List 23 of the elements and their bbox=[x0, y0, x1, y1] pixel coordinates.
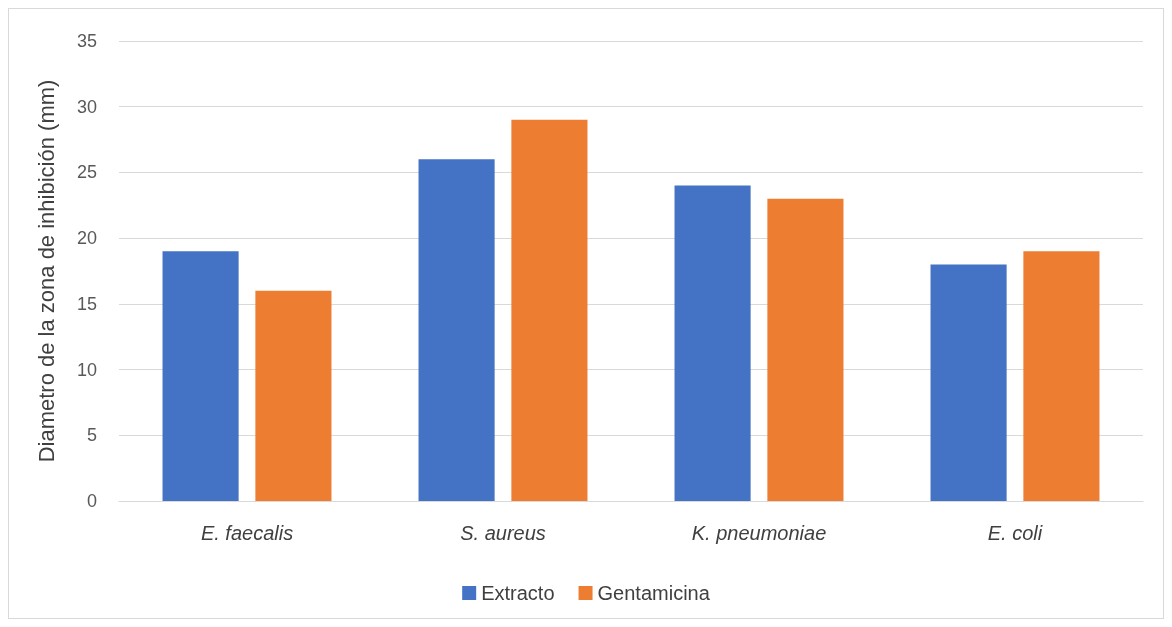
bar bbox=[767, 198, 844, 501]
y-axis-title: Diametro de la zona de inhibición (mm) bbox=[33, 79, 59, 463]
y-tick-label: 5 bbox=[86, 425, 97, 446]
bar bbox=[1023, 251, 1100, 501]
legend-label: Gentamicina bbox=[597, 582, 711, 604]
bar bbox=[255, 290, 332, 501]
x-tick-label: E. coli bbox=[987, 522, 1043, 544]
y-tick-label: 10 bbox=[76, 359, 97, 380]
y-tick-label: 20 bbox=[76, 228, 97, 249]
y-tick-label: 15 bbox=[76, 293, 97, 314]
y-tick-label: 25 bbox=[76, 162, 97, 183]
x-tick-label: S. aureus bbox=[460, 522, 546, 544]
y-tick-label: 0 bbox=[86, 491, 97, 511]
x-tick-label: K. pneumoniae bbox=[691, 522, 827, 544]
y-tick-label: 35 bbox=[76, 31, 97, 51]
bar bbox=[674, 185, 751, 501]
y-tick-label: 30 bbox=[76, 96, 97, 117]
bar bbox=[418, 159, 495, 501]
x-tick-label: E. faecalis bbox=[200, 522, 294, 544]
bar bbox=[930, 264, 1007, 501]
legend-label: Extracto bbox=[481, 582, 555, 604]
bar bbox=[162, 251, 239, 501]
bar bbox=[511, 119, 588, 501]
